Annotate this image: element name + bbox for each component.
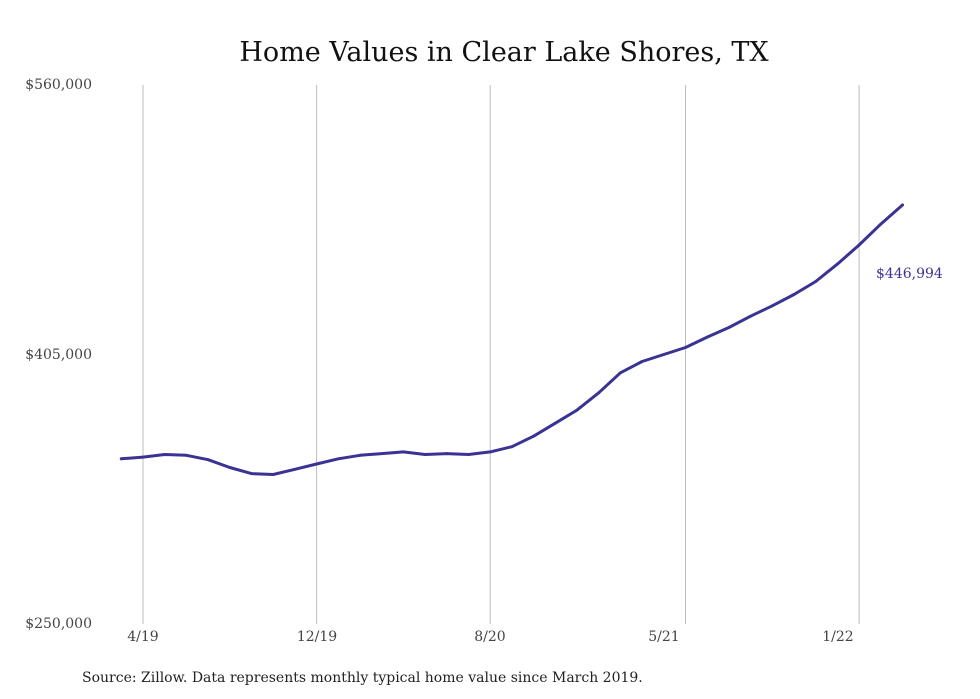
data-point-2020-03 bbox=[380, 452, 384, 455]
y-tick-label-top: $560,000 bbox=[25, 77, 92, 93]
data-point-2021-06 bbox=[705, 335, 709, 339]
data-point-2019-10 bbox=[271, 473, 275, 476]
data-point-2021-11 bbox=[814, 280, 818, 283]
data-point-2021-05 bbox=[684, 346, 687, 349]
data-point-2022-02 bbox=[879, 222, 883, 226]
end-value-label: $446,994 bbox=[876, 266, 943, 282]
data-point-2020-01 bbox=[336, 457, 340, 461]
data-point-2020-07 bbox=[467, 453, 470, 456]
data-point-2020-08 bbox=[488, 450, 492, 454]
x-tick-label-5-21: 5/21 bbox=[648, 629, 679, 645]
vertical-gridlines bbox=[142, 85, 860, 624]
x-tick-label-12-19: 12/19 bbox=[297, 629, 337, 645]
data-point-2021-12 bbox=[836, 262, 839, 266]
data-point-2020-12 bbox=[575, 408, 579, 412]
data-point-2020-10 bbox=[532, 434, 535, 438]
data-point-2019-04 bbox=[141, 455, 145, 459]
data-point-2022-01 bbox=[857, 243, 861, 247]
x-tick-label-8-20: 8/20 bbox=[474, 629, 505, 645]
data-point-2021-08 bbox=[749, 314, 752, 318]
x-tick-label-4-19: 4/19 bbox=[127, 629, 158, 645]
home-value-line bbox=[119, 203, 904, 476]
data-point-2021-09 bbox=[770, 304, 774, 308]
data-point-2020-02 bbox=[358, 453, 362, 457]
data-point-2021-07 bbox=[727, 326, 731, 329]
data-point-2019-11 bbox=[293, 467, 297, 471]
data-point-2019-12 bbox=[315, 462, 318, 466]
data-point-2020-11 bbox=[553, 421, 557, 425]
data-point-2022-03 bbox=[901, 203, 904, 207]
data-point-2021-02 bbox=[619, 371, 622, 375]
data-point-2020-05 bbox=[423, 453, 427, 456]
data-point-2019-09 bbox=[250, 472, 253, 475]
source-note: Source: Zillow. Data represents monthly … bbox=[82, 670, 643, 686]
data-point-2020-09 bbox=[510, 445, 514, 449]
chart-title: Home Values in Clear Lake Shores, TX bbox=[239, 37, 769, 68]
y-tick-label-bottom: $250,000 bbox=[25, 616, 92, 632]
data-point-2021-04 bbox=[662, 353, 666, 356]
data-point-2019-07 bbox=[206, 458, 210, 462]
data-point-2020-06 bbox=[445, 452, 449, 455]
series-layer bbox=[119, 203, 904, 476]
data-point-2021-03 bbox=[640, 360, 644, 363]
data-point-2019-08 bbox=[228, 466, 232, 469]
data-point-2020-04 bbox=[402, 450, 405, 454]
data-point-2019-06 bbox=[185, 453, 188, 457]
data-point-2021-01 bbox=[597, 391, 601, 395]
x-tick-label-1-22: 1/22 bbox=[822, 629, 853, 645]
data-point-2021-10 bbox=[792, 293, 796, 296]
data-point-2019-05 bbox=[163, 453, 167, 456]
y-tick-label-middle: $405,000 bbox=[25, 347, 92, 363]
data-point-2019-03 bbox=[119, 457, 123, 461]
